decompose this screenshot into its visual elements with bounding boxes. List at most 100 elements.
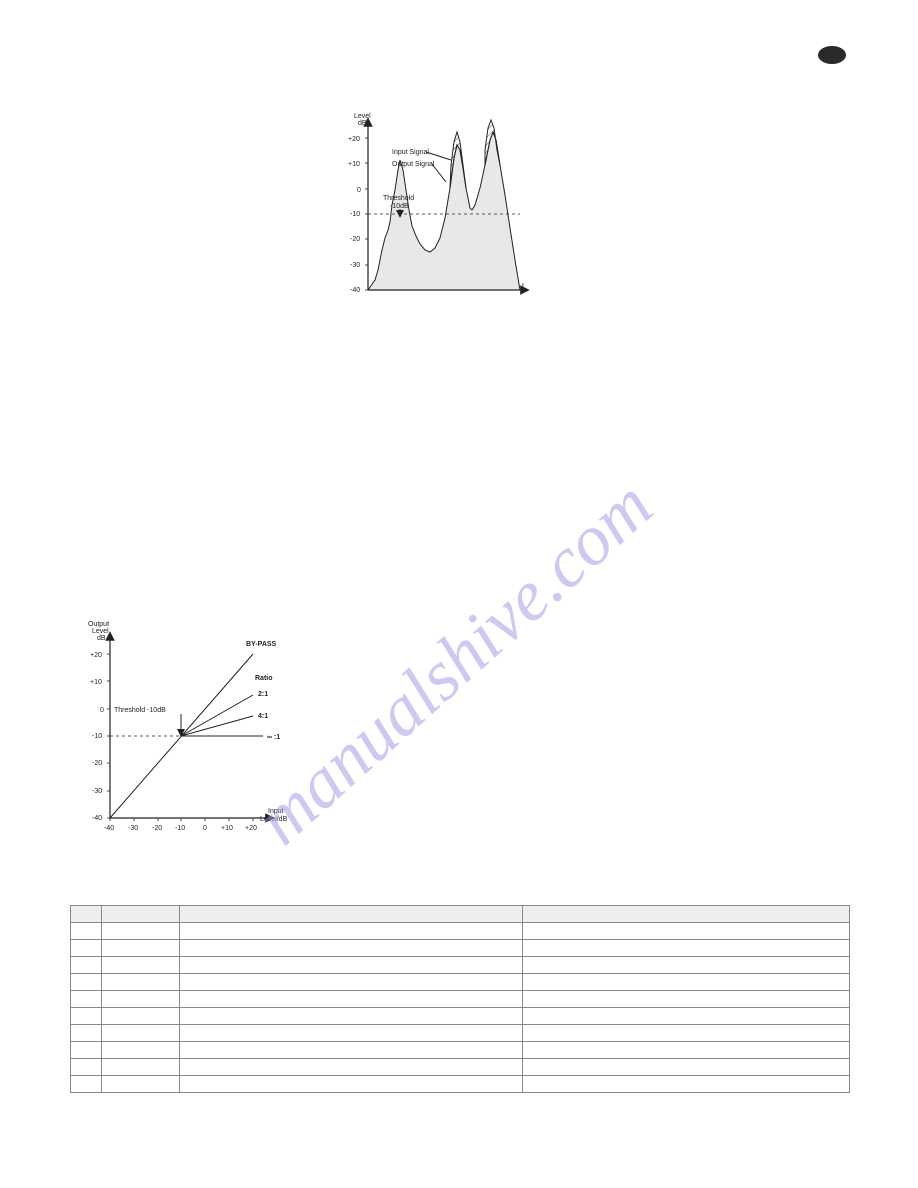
- table-row: [71, 940, 850, 957]
- table-row: [71, 923, 850, 940]
- ratio-transfer-chart: -40 -30 -20 -10 0 +10 +20 -40 -30 -20 -1…: [70, 618, 300, 843]
- table-header-row: [71, 906, 850, 923]
- y-ticks: -40 -30 -20 -10 0 +10 +20: [90, 652, 110, 822]
- table-cell: [180, 923, 523, 940]
- ratio-4-1-label: 4:1: [258, 713, 268, 720]
- svg-text:-40: -40: [104, 825, 114, 832]
- table-cell: [522, 1042, 849, 1059]
- ratio-heading: Ratio: [255, 675, 273, 682]
- table-cell: [102, 1025, 180, 1042]
- output-signal-label: Output Signal: [392, 161, 435, 168]
- svg-text:0: 0: [357, 187, 361, 194]
- table-cell: [180, 1042, 523, 1059]
- table-cell: [522, 1025, 849, 1042]
- svg-text:0: 0: [203, 825, 207, 832]
- table-cell: [180, 957, 523, 974]
- svg-text:-30: -30: [92, 788, 102, 795]
- table-cell: [102, 1076, 180, 1093]
- ratio-2-1-label: 2:1: [258, 691, 268, 698]
- threshold-label-1: Threshold: [383, 195, 414, 202]
- svg-text:-20: -20: [92, 760, 102, 767]
- table-cell: [71, 1059, 102, 1076]
- table-cell: [102, 991, 180, 1008]
- threshold-label-2: -10dB: [390, 203, 409, 210]
- svg-text:-30: -30: [128, 825, 138, 832]
- svg-text:+10: +10: [221, 825, 233, 832]
- table-cell: [180, 1025, 523, 1042]
- watermark-text: manualshive.com: [241, 465, 668, 860]
- svg-text:+10: +10: [348, 161, 360, 168]
- table-cell: [102, 957, 180, 974]
- parameter-table: [70, 905, 850, 1093]
- bypass-label: BY-PASS: [246, 641, 277, 648]
- svg-text:-20: -20: [152, 825, 162, 832]
- input-signal-label: Input Signal: [392, 149, 429, 156]
- th-1: [102, 906, 180, 923]
- table-cell: [102, 1059, 180, 1076]
- y-title-3: dB: [97, 635, 106, 642]
- table-cell: [522, 923, 849, 940]
- svg-text:-40: -40: [92, 815, 102, 822]
- table-cell: [71, 923, 102, 940]
- y-axis-title-2: dB: [358, 120, 367, 127]
- language-badge: [818, 46, 846, 64]
- svg-text:+20: +20: [348, 136, 360, 143]
- table-cell: [102, 940, 180, 957]
- ratio-4-1-line: [181, 716, 253, 736]
- table-cell: [522, 974, 849, 991]
- x-title-1: Input: [268, 808, 284, 815]
- svg-text:0: 0: [100, 707, 104, 714]
- svg-text:-10: -10: [175, 825, 185, 832]
- y-ticks: -40 -30 -20 -10 0 +10 +20: [348, 136, 368, 294]
- threshold-label: Threshold -10dB: [114, 707, 166, 714]
- th-3: [522, 906, 849, 923]
- svg-text:-20: -20: [350, 236, 360, 243]
- table-cell: [71, 1008, 102, 1025]
- svg-text:-30: -30: [350, 262, 360, 269]
- x-axis-title: t: [522, 283, 524, 290]
- table-cell: [180, 991, 523, 1008]
- table-cell: [180, 940, 523, 957]
- table-row: [71, 1025, 850, 1042]
- th-0: [71, 906, 102, 923]
- ratio-2-1-line: [181, 695, 253, 736]
- table-cell: [180, 1076, 523, 1093]
- table-cell: [102, 1008, 180, 1025]
- svg-text:-10: -10: [92, 733, 102, 740]
- x-ticks: -40 -30 -20 -10 0 +10 +20: [104, 818, 257, 832]
- table-cell: [102, 974, 180, 991]
- table-cell: [102, 1042, 180, 1059]
- table-row: [71, 1059, 850, 1076]
- th-2: [180, 906, 523, 923]
- svg-text:+10: +10: [90, 679, 102, 686]
- table-cell: [71, 940, 102, 957]
- svg-text:+20: +20: [90, 652, 102, 659]
- table-row: [71, 991, 850, 1008]
- table-cell: [522, 1059, 849, 1076]
- table-cell: [522, 1008, 849, 1025]
- output-signal-area: [368, 132, 520, 290]
- ratio-inf-1-label: ∞ :1: [267, 734, 280, 741]
- svg-text:+20: +20: [245, 825, 257, 832]
- y-title-1: Output: [88, 621, 109, 628]
- table-row: [71, 974, 850, 991]
- table-row: [71, 1008, 850, 1025]
- svg-text:-10: -10: [350, 211, 360, 218]
- table-cell: [180, 974, 523, 991]
- table-cell: [71, 974, 102, 991]
- svg-text:-40: -40: [350, 287, 360, 294]
- table-cell: [71, 1076, 102, 1093]
- table-cell: [71, 957, 102, 974]
- table-cell: [522, 991, 849, 1008]
- table-cell: [102, 923, 180, 940]
- table-row: [71, 1042, 850, 1059]
- y-title-2: Level: [92, 628, 109, 635]
- table-cell: [71, 1025, 102, 1042]
- table-cell: [522, 957, 849, 974]
- table-cell: [71, 1042, 102, 1059]
- table-cell: [522, 940, 849, 957]
- compressor-signal-chart: -40 -30 -20 -10 0 +10 +20 Level dB t Inp…: [330, 110, 530, 300]
- table-row: [71, 957, 850, 974]
- table-cell: [71, 991, 102, 1008]
- table-cell: [180, 1059, 523, 1076]
